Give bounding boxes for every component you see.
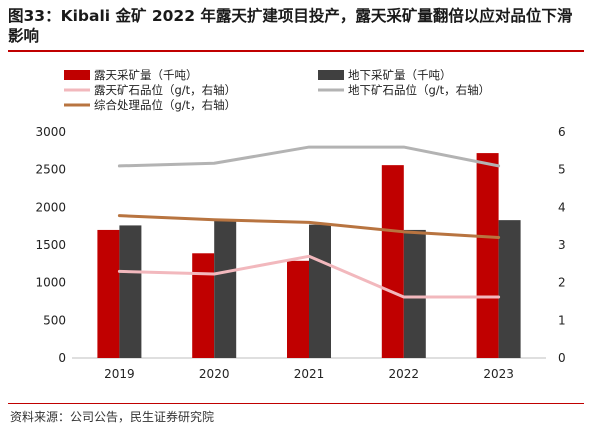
underground-bar (403, 229, 426, 358)
x-tick-label: 2022 (389, 367, 420, 381)
y-left-tick-label: 2000 (35, 200, 66, 214)
open-pit-grade-line (117, 254, 501, 299)
x-tick-label: 2020 (199, 367, 230, 381)
legend-underground-grade-label: 地下矿石品位（g/t，右轴） (348, 83, 490, 97)
title-rule (8, 50, 584, 52)
y-right-tick-label: 4 (558, 200, 566, 214)
x-tick-label: 2019 (104, 367, 135, 381)
source-rule (8, 403, 584, 404)
legend-open-pit-volume-swatch (64, 70, 90, 80)
y-right-tick-label: 6 (558, 125, 566, 139)
chart: 0 500 1000 1500 2000 2500 3000 0 1 2 3 4 5 6 2019 2020 2… (35, 68, 566, 381)
legend-underground-volume-label: 地下采矿量（千吨） (348, 68, 452, 82)
source-note: 资料来源：公司公告，民生证券研究院 (10, 410, 215, 424)
open-pit-bar (192, 253, 215, 358)
y-right-tick-label: 0 (558, 351, 566, 365)
y-left-tick-label: 2500 (35, 163, 66, 177)
open-pit-bar (476, 153, 499, 358)
x-tick-label: 2021 (294, 367, 325, 381)
underground-bar (119, 225, 142, 358)
y-left-tick-label: 500 (43, 313, 66, 327)
y-right-tick-label: 2 (558, 276, 566, 290)
y-right-tick-label: 1 (558, 313, 566, 327)
legend-processed-grade-label: 综合处理品位（g/t，右轴） (94, 98, 236, 112)
open-pit-bar (97, 229, 120, 358)
y-left-tick-label: 3000 (35, 125, 66, 139)
underground-bar (498, 220, 521, 358)
processed-grade-line (117, 214, 501, 239)
y-right-tick-label: 5 (558, 163, 566, 177)
y-right-tick-label: 3 (558, 238, 566, 252)
y-left-tick-label: 1500 (35, 238, 66, 252)
underground-grade-line (117, 145, 501, 168)
legend-open-pit-volume-label: 露天采矿量（千吨） (94, 68, 198, 82)
y-left-tick-label: 0 (58, 351, 66, 365)
legend-open-pit-grade-label: 露天矿石品位（g/t，右轴） (94, 83, 236, 97)
y-left-tick-label: 1000 (35, 276, 66, 290)
open-pit-bar (381, 165, 404, 358)
open-pit-bar (287, 260, 309, 358)
legend-underground-volume-swatch (318, 70, 344, 80)
underground-bar (214, 220, 237, 358)
chart-title: 图33：Kibali 金矿 2022 年露天扩建项目投产，露天采矿量翻倍以应对品… (8, 7, 573, 45)
x-tick-label: 2023 (483, 367, 514, 381)
underground-bar (309, 224, 331, 358)
